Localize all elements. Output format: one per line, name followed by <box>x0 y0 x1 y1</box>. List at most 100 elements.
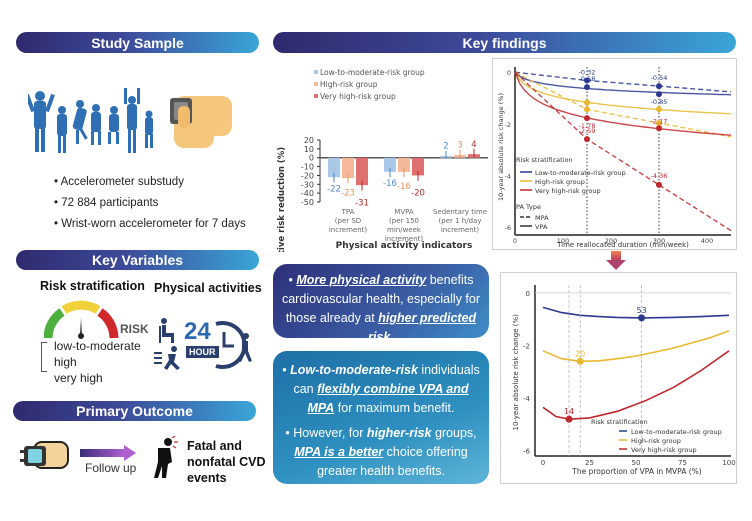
line1-point <box>656 106 662 113</box>
risk-level-very-high: very high <box>54 371 103 385</box>
bar-category-label: increment) <box>329 226 368 234</box>
line1-point <box>584 115 590 122</box>
finding-box-physical-activity: • More physical activity benefits cardio… <box>273 264 489 344</box>
line2-x-tick-label: 0 <box>541 459 545 467</box>
line1-legend-title: Risk stratification <box>516 156 573 164</box>
risk-level-low: low-to-moderate <box>54 339 141 353</box>
line2-minimum-point <box>576 357 584 365</box>
walking-person-icon <box>238 333 252 362</box>
finding-text-end: . <box>390 330 394 344</box>
bar-1-0 <box>342 157 354 179</box>
finding-text: However, for <box>293 426 367 440</box>
line-chart-vpa-proportion: 0 -2 -4 -6 0 25 50 75 100 The proportion of VPA i… <box>512 285 736 476</box>
risk-levels-list: low-to-moderate high very high <box>54 338 141 386</box>
line2-y-tick-label: -6 <box>523 448 531 456</box>
finding-text: benefits cardiovascular health, especial… <box>281 273 481 325</box>
bar-data-label: 2 <box>443 142 448 152</box>
bullet-accelerometer: Wrist-worn accelerometer for 7 days <box>54 214 245 235</box>
line2-legend-label: Very high-risk group <box>631 446 697 454</box>
line1-pa-type-title: PA Type <box>516 203 541 211</box>
bar-2-1 <box>412 157 424 176</box>
primary-outcome-header: Primary Outcome <box>13 401 256 421</box>
bar-y-tick-label: 0 <box>309 154 314 163</box>
bar-category-label: MVPA <box>394 208 414 216</box>
bar-data-label: -31 <box>355 198 369 208</box>
bar-data-label: 4 <box>471 140 476 150</box>
line1-point <box>656 91 662 98</box>
line1-series-VPA <box>514 71 732 96</box>
line2-x-tick-label: 25 <box>585 459 594 467</box>
bar-data-label: -23 <box>341 188 355 198</box>
line1-y-tick-label: -4 <box>505 173 511 181</box>
line2-y-axis-label: 10-year absolute risk change (%) <box>512 314 520 431</box>
line1-series-MPA <box>514 71 732 138</box>
line2-minimum-point <box>565 415 573 423</box>
bar-1-1 <box>398 157 410 172</box>
outcome-line-2: nonfatal CVD <box>187 455 266 469</box>
line1-point <box>584 136 590 143</box>
line1-x-tick-label: 200 <box>605 237 617 245</box>
line1-point-label: -0.54 <box>651 74 668 82</box>
line1-point <box>656 125 662 132</box>
key-variables-header: Key Variables <box>16 250 259 270</box>
study-sample-header: Study Sample <box>16 32 259 53</box>
bar-data-label: -16 <box>397 182 411 192</box>
line1-y-axis-label: 10-year absolute risk change (%) <box>497 93 505 201</box>
bar-legend-swatch <box>314 70 318 74</box>
line1-point-label: -0.85 <box>651 98 668 106</box>
finding-text: groups, <box>431 426 477 440</box>
line1-point-label: -0.32 <box>579 68 596 76</box>
bar-y-tick-label: -10 <box>301 163 314 172</box>
line2-minimum-point <box>638 314 646 322</box>
line2-series-line <box>542 350 730 421</box>
running-person-icon <box>154 346 180 370</box>
line1-series-MPA <box>514 71 732 93</box>
finding-emphasis-mpa-better: MPA is a better <box>294 445 384 459</box>
finding-text: individuals can <box>293 363 480 396</box>
bar-x-axis-label: Physical activity indicators <box>336 241 473 251</box>
bar-legend-label: High-risk group <box>320 80 378 89</box>
line2-minimum-label: 14 <box>564 407 574 416</box>
line1-point-label: -2.17 <box>651 117 668 125</box>
line1-point <box>656 83 662 90</box>
risk-stratification-title: Risk stratification <box>40 279 145 293</box>
bar-category-label: min/week <box>387 226 422 234</box>
bar-data-label: 3 <box>457 141 462 151</box>
finding-bullet-2: • However, for higher-risk groups, MPA i… <box>285 426 477 478</box>
bar-legend-label: Low-to-moderate-risk group <box>320 68 425 77</box>
bar-category-label: (per SD <box>335 217 361 225</box>
line-chart-panel-2 <box>500 272 737 484</box>
bar-0-0 <box>328 157 340 178</box>
bar-legend-label: Very high-risk group <box>320 92 396 101</box>
chest-pain-person-icon <box>154 436 178 478</box>
line2-x-axis-label: The proportion of VPA in MVPA (%) <box>571 467 702 476</box>
line2-series-line <box>542 306 730 319</box>
bar-y-tick-label: -40 <box>301 189 314 198</box>
physical-activities-title: Physical activities <box>154 281 262 295</box>
line1-x-tick-label: 0 <box>513 237 517 245</box>
line1-pa-label: VPA <box>535 223 548 231</box>
follow-up-arrow-icon <box>80 445 136 461</box>
bar-y-tick-label: 10 <box>304 145 314 154</box>
outcome-text: Fatal and nonfatal CVD events <box>187 438 265 486</box>
line1-x-tick-label: 400 <box>701 237 713 245</box>
bar-data-label: -16 <box>383 179 397 189</box>
bar-category-label: increment) <box>441 226 480 234</box>
outcome-line-3: events <box>187 471 227 485</box>
line2-legend-label: High-risk group <box>631 437 681 445</box>
bar-category-label: increment) <box>385 235 424 243</box>
bar-category-label: Sedentary time <box>433 208 487 216</box>
bar-y-tick-label: -20 <box>301 171 314 180</box>
bar-legend-swatch <box>314 94 318 98</box>
bar-y-tick-label: -50 <box>301 198 314 207</box>
line2-minimum-label: 20 <box>575 349 585 358</box>
bar-legend-swatch <box>314 82 318 86</box>
line1-point-label: -2.59 <box>579 127 596 135</box>
line1-y-tick-label: -6 <box>505 224 511 232</box>
line1-legend-label: Low-to-moderate-risk group <box>535 169 626 177</box>
bar-0-1 <box>384 157 396 172</box>
sitting-person-icon <box>159 318 174 343</box>
finding-text: choice offering greater health benefits. <box>317 445 468 478</box>
line2-y-tick-label: 0 <box>526 290 530 298</box>
